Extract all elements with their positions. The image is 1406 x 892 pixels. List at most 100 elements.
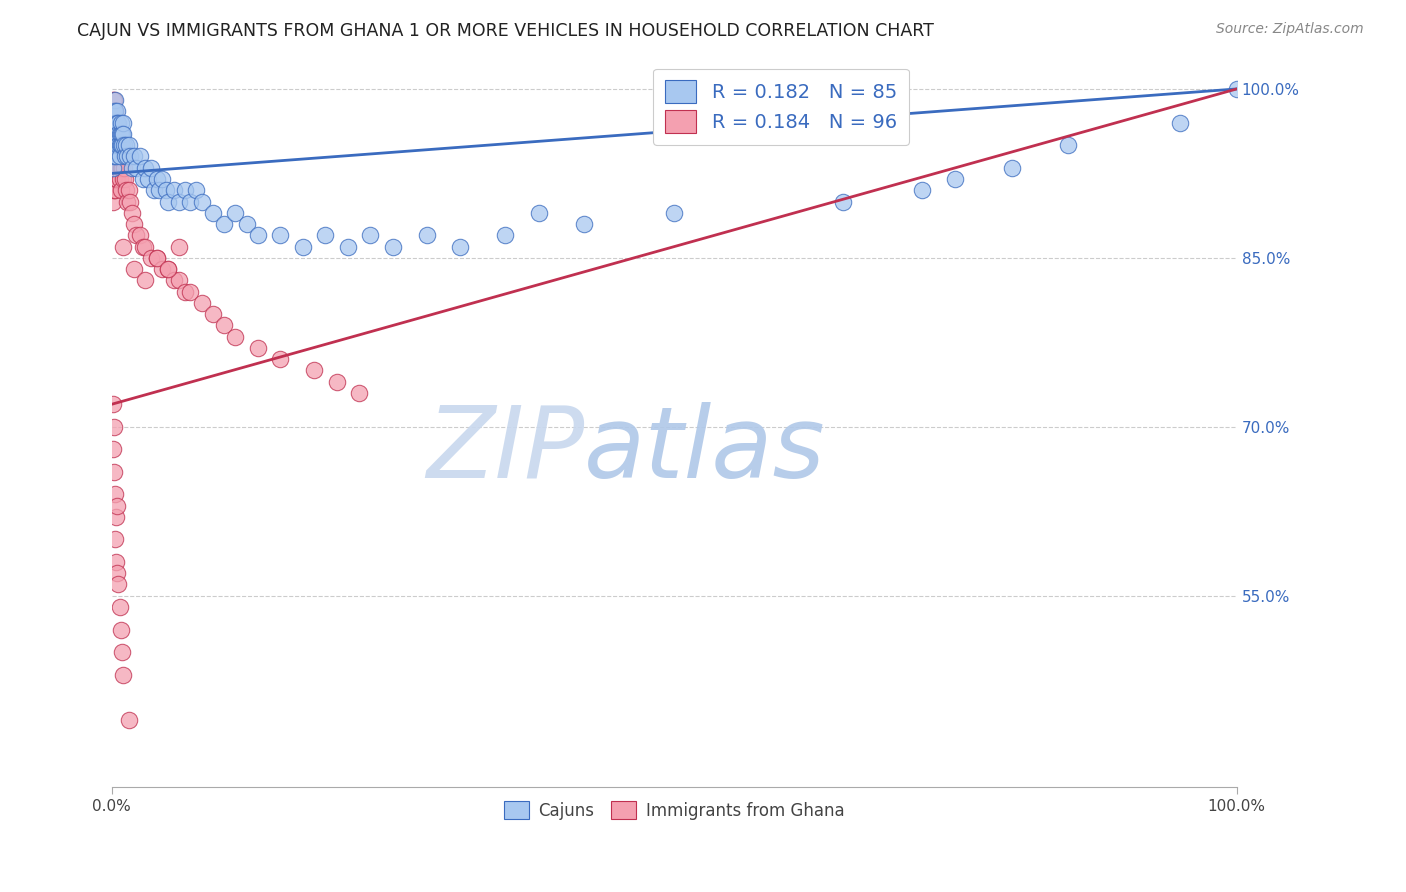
Legend: Cajuns, Immigrants from Ghana: Cajuns, Immigrants from Ghana <box>496 795 852 826</box>
Point <box>117 194 139 209</box>
Point <box>101 161 124 175</box>
Point <box>224 329 246 343</box>
Point <box>105 116 128 130</box>
Point <box>118 194 141 209</box>
Point <box>167 273 190 287</box>
Point <box>105 555 128 569</box>
Point <box>1226 82 1249 96</box>
Point <box>105 149 128 163</box>
Point <box>128 149 150 163</box>
Point <box>108 149 131 163</box>
Point <box>111 161 134 175</box>
Point <box>224 206 246 220</box>
Point <box>111 127 134 141</box>
Point <box>212 318 235 333</box>
Point <box>104 93 127 107</box>
Point <box>103 419 125 434</box>
Point <box>103 116 125 130</box>
Point <box>108 138 131 153</box>
Text: CAJUN VS IMMIGRANTS FROM GHANA 1 OR MORE VEHICLES IN HOUSEHOLD CORRELATION CHART: CAJUN VS IMMIGRANTS FROM GHANA 1 OR MORE… <box>77 22 934 40</box>
Point <box>101 116 124 130</box>
Point <box>103 127 125 141</box>
Point <box>111 239 134 253</box>
Point <box>495 228 517 243</box>
Point <box>108 599 131 614</box>
Point <box>101 442 124 457</box>
Point <box>107 127 129 141</box>
Point <box>111 172 134 186</box>
Point <box>132 239 155 253</box>
Point <box>103 149 125 163</box>
Point <box>246 341 269 355</box>
Point <box>103 104 125 119</box>
Point <box>156 262 179 277</box>
Point <box>325 375 347 389</box>
Point <box>103 465 125 479</box>
Point <box>101 138 124 153</box>
Text: atlas: atlas <box>585 402 825 499</box>
Point <box>269 228 291 243</box>
Point <box>155 183 177 197</box>
Point <box>107 138 129 153</box>
Text: Source: ZipAtlas.com: Source: ZipAtlas.com <box>1216 22 1364 37</box>
Point <box>179 285 201 299</box>
Point <box>105 127 128 141</box>
Point <box>104 104 127 119</box>
Point <box>359 228 381 243</box>
Point <box>173 285 195 299</box>
Point <box>105 499 128 513</box>
Point <box>101 161 124 175</box>
Point <box>104 116 127 130</box>
Point <box>121 161 143 175</box>
Point <box>112 161 135 175</box>
Point <box>105 127 128 141</box>
Point <box>107 127 129 141</box>
Point <box>105 172 128 186</box>
Point <box>107 116 129 130</box>
Point <box>122 262 145 277</box>
Point <box>121 206 143 220</box>
Point <box>190 296 212 310</box>
Point <box>122 149 145 163</box>
Point <box>104 127 127 141</box>
Point <box>1170 116 1192 130</box>
Point <box>173 183 195 197</box>
Point <box>128 228 150 243</box>
Point <box>134 273 156 287</box>
Point <box>111 667 134 681</box>
Point <box>117 149 139 163</box>
Point <box>101 183 124 197</box>
Point <box>162 183 184 197</box>
Point <box>103 93 125 107</box>
Point <box>832 194 855 209</box>
Point <box>136 172 159 186</box>
Point <box>103 127 125 141</box>
Point <box>450 239 472 253</box>
Point <box>143 183 166 197</box>
Point <box>105 138 128 153</box>
Point <box>101 116 124 130</box>
Point <box>105 566 128 581</box>
Point <box>107 577 129 591</box>
Point <box>105 116 128 130</box>
Point <box>105 149 128 163</box>
Point <box>415 228 437 243</box>
Point <box>105 104 128 119</box>
Point <box>108 127 131 141</box>
Point <box>104 116 127 130</box>
Point <box>114 149 136 163</box>
Point <box>101 127 124 141</box>
Point <box>150 172 173 186</box>
Point <box>115 183 138 197</box>
Point <box>103 183 125 197</box>
Point <box>167 194 190 209</box>
Point <box>104 149 127 163</box>
Point <box>101 397 124 411</box>
Point <box>111 116 134 130</box>
Point <box>117 183 139 197</box>
Point <box>110 127 132 141</box>
Point <box>101 194 124 209</box>
Point <box>112 138 135 153</box>
Point <box>105 172 128 186</box>
Point <box>107 138 129 153</box>
